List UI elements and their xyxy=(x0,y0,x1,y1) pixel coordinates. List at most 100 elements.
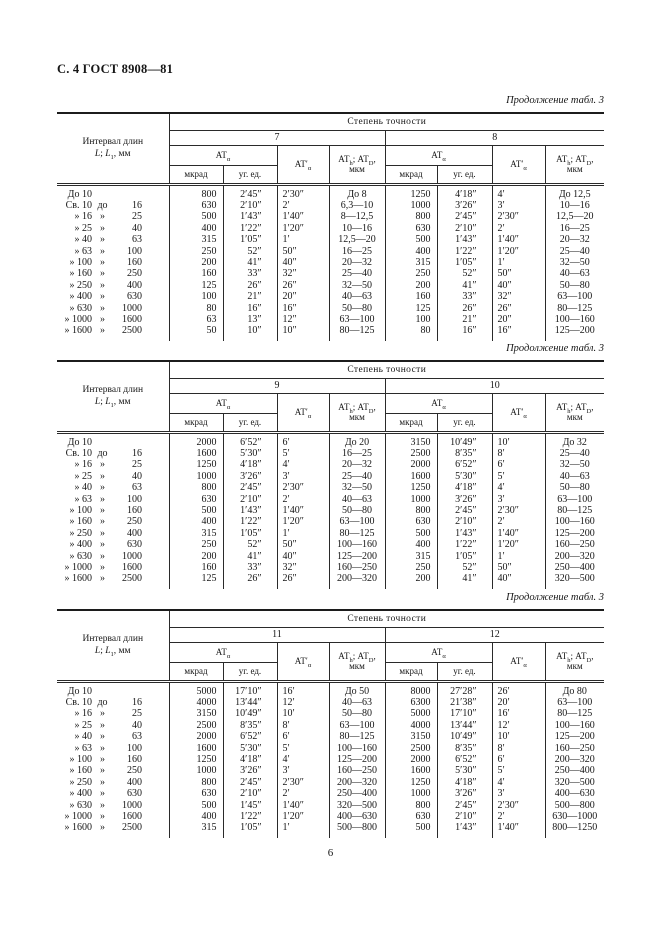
microrad-cell: 125 xyxy=(168,573,223,589)
microrad-cell: 400 xyxy=(168,222,223,235)
ath-atd-cell: 25—40 xyxy=(544,447,605,460)
angular-units-cell: 1′43″ xyxy=(436,234,492,246)
symbol-L1: L xyxy=(105,149,111,160)
interval-part: » 1600 xyxy=(64,325,93,337)
table-slot-degrees-11-12: Интервал длин L; L1, мм Степень точности… xyxy=(57,609,605,838)
at-prime-cell: 1′ xyxy=(276,234,329,246)
interval-cell: » 63 » 100 xyxy=(57,245,170,257)
separator: ; xyxy=(100,646,106,657)
ath-atd-cell: 80—125 xyxy=(328,527,385,540)
interval-part: » 630 xyxy=(69,550,93,562)
ath-atd-cell: 80—125 xyxy=(544,302,605,314)
microrad-cell: 800 xyxy=(168,776,223,789)
microrad-cell: 4000 xyxy=(168,696,223,709)
page-number: 6 xyxy=(327,847,334,859)
table-row: Св. 10 до 16 630 2′10″ 2′ 6,3—10 1000 3′26″ 3′ 10—… xyxy=(57,199,605,212)
microrad-cell: 315 xyxy=(384,256,437,269)
at-prime-cell: 40″ xyxy=(276,256,329,269)
interval-cell: » 63 » 100 xyxy=(57,493,170,505)
at-prime-cell: 6′ xyxy=(276,432,329,448)
ath-atd-cell: 200—320 xyxy=(328,573,385,589)
interval-cell: » 1000 » 1600 xyxy=(57,561,170,574)
table-row: » 400» 630 630 2′10″ 2′ 250—400 1000 3′26″ 3′ 400… xyxy=(57,788,605,800)
table-row: » 1000 » 1600 63 13″ 12″ 63—100 100 21″ 20″ 100—16… xyxy=(57,313,605,326)
microrad-cell: 315 xyxy=(384,550,437,562)
ath-atd-cell: 200—320 xyxy=(544,550,605,562)
microrad-cell: 630 xyxy=(384,810,437,823)
ath-atd-cell: 160—250 xyxy=(544,742,605,754)
ath-atd-cell: 40—63 xyxy=(544,268,605,280)
interval-cell: » 25 » 40 xyxy=(57,719,170,732)
angular-units-cell: 13″ xyxy=(222,313,277,326)
at-prime-cell: 50″ xyxy=(276,539,329,551)
at-prime-cell: 10″ xyxy=(276,325,329,341)
at-symbol: АТ xyxy=(338,154,350,164)
table-row: » 40 » 63 315 1′05″ 1′ 12,5—20 500 1′43″ 1′40″ 20—… xyxy=(57,234,605,246)
microrad-cell: 800 xyxy=(384,504,437,517)
ath-atd-cell: 6,3—10 xyxy=(328,199,385,212)
microrad-cell: 1250 xyxy=(384,776,437,789)
angular-units-cell: 6′52″ xyxy=(436,753,492,766)
at-prime-cell: 32″ xyxy=(276,561,329,574)
microrad-cell: 500 xyxy=(168,799,223,811)
interval-part: 25 xyxy=(132,708,142,720)
table-row: » 16 » 25 3150 10′49″ 10′ 50—80 5000 17′10″ 16′ 80… xyxy=(57,708,605,720)
at-prime-cell: 8′ xyxy=(491,447,545,460)
interval-cell: Св. 10 до 16 xyxy=(57,447,170,460)
accuracy-degree-header: Степень точности xyxy=(169,361,605,379)
microrad-cell: 2000 xyxy=(168,432,223,448)
at-symbol: ; АТ xyxy=(352,651,369,661)
interval-part: » 25 xyxy=(74,222,93,234)
at-prime-cell: 1′40″ xyxy=(276,799,329,811)
unit-angular-header: уг. ед. xyxy=(436,662,492,683)
interval-part: 16 xyxy=(132,447,142,459)
table-row: » 630 » 1000 500 1′45″ 1′40″ 320—500 800 2′45″ 2′… xyxy=(57,799,605,811)
at-prime-symbol: АТ′ xyxy=(510,159,524,169)
at-prime-cell: 26″ xyxy=(276,279,329,292)
alpha-subscript: α xyxy=(226,155,231,163)
angular-units-cell: 6′52″ xyxy=(222,432,277,448)
microrad-cell: 80 xyxy=(384,325,437,341)
interval-part: » xyxy=(100,719,105,731)
ath-atd-cell: 63—100 xyxy=(328,719,385,732)
at-prime-cell: 12′ xyxy=(276,696,329,709)
table-slot-degrees-9-10: Интервал длин L; L1, мм Степень точности… xyxy=(57,360,605,589)
alpha-subscript: α xyxy=(523,412,527,420)
interval-cell: » 400 » 630 xyxy=(57,539,170,551)
at-prime-cell: 16″ xyxy=(276,302,329,314)
at-prime-cell: 3′ xyxy=(491,788,545,800)
table-row: » 250 » 400 315 1′05″ 1′ 80—125 500 1′43″ 1′40″ 12… xyxy=(57,527,605,540)
comma: , xyxy=(373,651,376,661)
d-subscript: D xyxy=(368,407,374,415)
at-prime-cell: 20′ xyxy=(491,696,545,709)
microrad-cell: 200 xyxy=(384,279,437,292)
angular-units-cell: 1′43″ xyxy=(436,527,492,540)
ath-atd-cell: 10—16 xyxy=(328,222,385,235)
interval-part: 400 xyxy=(127,279,142,291)
separator: ; xyxy=(100,149,106,160)
interval-part: 250 xyxy=(127,268,142,280)
unit-mm: , мм xyxy=(113,646,131,657)
at-prime-cell: 1′ xyxy=(276,822,329,838)
at-prime-alpha-header: АТ′α xyxy=(491,642,545,683)
at-prime-cell: 2′30″ xyxy=(491,504,545,517)
at-prime-cell: 2′ xyxy=(276,788,329,800)
microrad-cell: 400 xyxy=(168,516,223,528)
interval-part: » 160 xyxy=(69,516,93,528)
angular-units-cell: 4′18″ xyxy=(222,753,277,766)
separator: ; xyxy=(100,397,106,408)
at-prime-cell: 8′ xyxy=(491,742,545,754)
interval-length-header: Интервал длин L; L1, мм xyxy=(57,113,170,186)
interval-cell: » 630 » 1000 xyxy=(57,799,170,811)
at-prime-cell: 1′20″ xyxy=(276,222,329,235)
interval-cell: » 40 » 63 xyxy=(57,731,170,743)
d-subscript: D xyxy=(368,159,374,167)
angular-units-cell: 6′52″ xyxy=(222,731,277,743)
microrad-cell: 1600 xyxy=(384,765,437,777)
d-subscript: D xyxy=(586,159,592,167)
subscript-1: 1 xyxy=(110,651,114,659)
ath-atd-cell: 63—100 xyxy=(544,493,605,505)
angular-units-cell: 1′43″ xyxy=(222,211,277,223)
interval-part: 160 xyxy=(127,256,142,268)
interval-part: До 10 xyxy=(67,436,92,448)
